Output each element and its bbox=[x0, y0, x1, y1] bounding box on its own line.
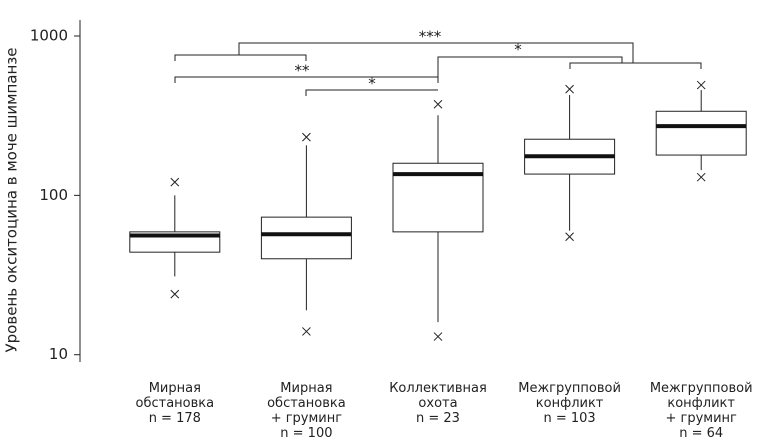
y-tick-label: 1000 bbox=[30, 26, 68, 44]
x-tick-label: Коллективная охота n = 23 bbox=[389, 381, 487, 426]
y-axis-label: Уровень окситоцина в моче шимпанзе bbox=[3, 48, 21, 353]
x-tick-label: Мирная обстановка + груминг n = 100 bbox=[267, 381, 346, 441]
outlier bbox=[433, 332, 443, 341]
outlier bbox=[170, 289, 180, 299]
y-tick-label: 10 bbox=[49, 345, 68, 363]
outlier bbox=[696, 172, 706, 182]
box bbox=[655, 110, 747, 156]
outlier bbox=[170, 177, 180, 187]
outlier bbox=[565, 84, 574, 94]
outlier bbox=[433, 99, 443, 109]
significance-bracket bbox=[174, 76, 439, 83]
significance-label: ** bbox=[295, 62, 311, 80]
significance-bracket bbox=[174, 42, 702, 69]
x-tick-label: Межгрупповой конфликт + груминг n = 64 bbox=[649, 381, 753, 441]
x-tick-label: Мирная обстановка n = 178 bbox=[135, 381, 215, 426]
significance-bracket bbox=[305, 89, 438, 96]
x-tick-label: Межгрупповой конфликт n = 103 bbox=[518, 381, 621, 426]
significance-label: * bbox=[514, 41, 522, 59]
outlier bbox=[302, 132, 311, 142]
outlier bbox=[696, 80, 706, 90]
significance-label: * bbox=[368, 75, 376, 93]
outlier bbox=[565, 232, 574, 242]
outlier bbox=[302, 327, 311, 336]
y-tick-label: 100 bbox=[39, 186, 68, 204]
significance-label: *** bbox=[419, 28, 442, 46]
significance-bracket bbox=[437, 56, 623, 83]
box bbox=[260, 216, 352, 260]
